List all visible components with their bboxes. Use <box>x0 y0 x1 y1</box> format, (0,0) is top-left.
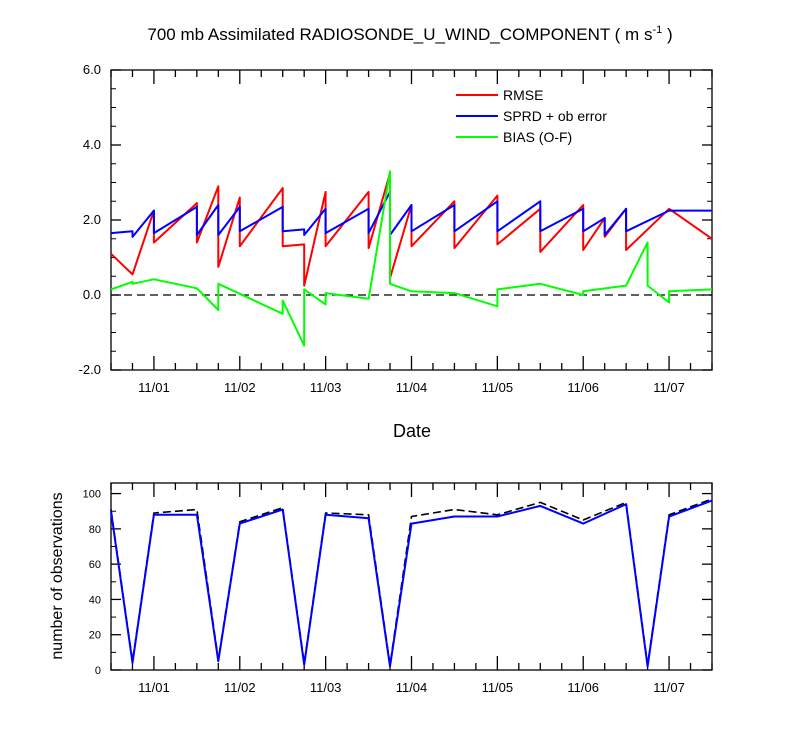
x-tick-label: 11/06 <box>567 680 599 695</box>
y-tick-label: 4.0 <box>83 137 101 152</box>
x-tick-label: 11/01 <box>138 380 170 395</box>
x-tick-label: 11/07 <box>653 680 685 695</box>
legend-rmse-label: RMSE <box>503 87 543 103</box>
x-tick-label: 11/05 <box>482 380 514 395</box>
legend-bias-o-f-label: BIAS (O-F) <box>503 129 572 145</box>
top-panel: 11/01 11/02 11/03 11/04 11/05 11/06 11/07 -2.0 0… <box>79 62 713 395</box>
y-tick-label: 2.0 <box>83 212 101 227</box>
y-axis-label-observations: number of observations <box>49 492 66 659</box>
x-tick-label: 11/06 <box>567 380 599 395</box>
x-tick-label: 11/04 <box>396 680 428 695</box>
y-tick-label: 20 <box>89 630 101 642</box>
y-tick-label: 0 <box>95 665 101 677</box>
series-observations-assimilated-line <box>110 499 713 668</box>
legend-sprd-ob-error-label: SPRD + ob error <box>503 108 607 124</box>
series-sprd-ob-error-line <box>110 190 712 238</box>
x-axis-label: Date <box>393 421 431 441</box>
y-tick-label: 60 <box>89 559 101 571</box>
chart-title-main: 700 mb Assimilated RADIOSONDE_U_WIND_COM… <box>147 25 652 44</box>
x-tick-label: 11/02 <box>224 380 256 395</box>
legend: RMSE SPRD + ob error BIAS (O-F) <box>456 87 607 145</box>
y-tick-label: 80 <box>89 524 101 536</box>
plot-frame <box>110 482 713 671</box>
series-bias-o-f-line <box>110 170 713 347</box>
chart-title-superscript: -1 <box>652 24 662 36</box>
x-tick-label: 11/01 <box>138 680 170 695</box>
chart-title-end: ) <box>662 25 672 44</box>
x-tick-label: 11/04 <box>396 380 428 395</box>
bottom-panel: 11/01 11/02 11/03 11/04 11/05 11/06 11/07 0 20 40… <box>83 482 713 695</box>
x-tick-label: 11/05 <box>482 680 514 695</box>
y-tick-label: 100 <box>83 489 101 501</box>
x-tick-label: 11/03 <box>310 680 342 695</box>
x-tick-label: 11/02 <box>224 680 256 695</box>
y-tick-label: 40 <box>89 594 101 606</box>
x-tick-label: 11/07 <box>653 380 685 395</box>
y-tick-label: -2.0 <box>79 362 101 377</box>
y-tick-label: 6.0 <box>83 62 101 77</box>
x-tick-label: 11/03 <box>310 380 342 395</box>
y-tick-label: 0.0 <box>83 287 101 302</box>
chart-title: 700 mb Assimilated RADIOSONDE_U_WIND_COM… <box>147 24 672 44</box>
